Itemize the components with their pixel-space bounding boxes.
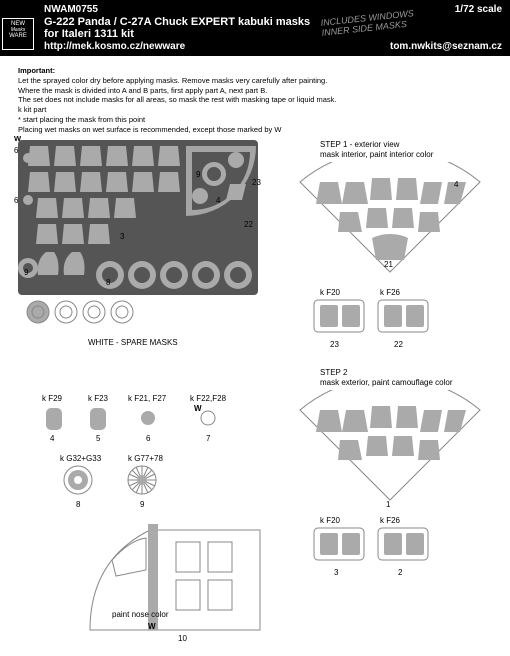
- num-5: 5: [96, 434, 100, 443]
- num-1: 1: [386, 500, 390, 509]
- num-4c: 4: [50, 434, 54, 443]
- paint-nose: paint nose color: [112, 610, 168, 619]
- imp-4: k kit part: [18, 105, 492, 115]
- w-nose: W: [148, 622, 156, 631]
- kf23: k F23: [88, 394, 108, 403]
- step2-sub: mask exterior, paint camouflage color: [320, 378, 453, 387]
- step2-boxes: [312, 526, 442, 568]
- mask-sheet: [18, 140, 258, 330]
- num-4b: 4: [454, 180, 458, 189]
- num-6c: 6: [146, 434, 150, 443]
- step1-boxes: [312, 298, 442, 340]
- num-2: 2: [398, 568, 402, 577]
- nose-view: [80, 520, 270, 640]
- important-title: Important:: [18, 66, 492, 76]
- num-9c: 9: [140, 500, 144, 509]
- num-22b: 22: [394, 340, 403, 349]
- subtitle: for Italeri 1311 kit: [44, 28, 504, 40]
- important-block: Important: Let the sprayed color dry bef…: [0, 56, 510, 148]
- scale: 1/72 scale: [455, 4, 502, 15]
- spare-label: WHITE - SPARE MASKS: [88, 338, 178, 347]
- step1-title: STEP 1 - exterior view: [320, 140, 399, 149]
- num-6b: 6: [14, 196, 18, 205]
- kf20-b: k F20: [320, 516, 340, 525]
- num-23b: 23: [330, 340, 339, 349]
- email: tom.nwkits@seznam.cz: [390, 41, 502, 52]
- kg77: k G77+78: [128, 454, 163, 463]
- num-3b: 3: [334, 568, 338, 577]
- num-8b: 8: [76, 500, 80, 509]
- num-3: 3: [120, 232, 124, 241]
- step1-sub: mask interior, paint interior color: [320, 150, 433, 159]
- imp-5: * start placing the mask from this point: [18, 115, 492, 125]
- kf20-a: k F20: [320, 288, 340, 297]
- num-23a: 23: [252, 178, 261, 187]
- sku: NWAM0755: [44, 4, 504, 15]
- num-22a: 22: [244, 220, 253, 229]
- kf22_28: k F22,F28: [190, 394, 226, 403]
- kf26-b: k F26: [380, 516, 400, 525]
- imp-6: Placing wet masks on wet surface is reco…: [18, 125, 492, 135]
- num-6a: 6: [14, 146, 18, 155]
- num-10: 10: [178, 634, 187, 643]
- w-7: W: [194, 404, 202, 413]
- num-7: 7: [206, 434, 210, 443]
- num-8a: 8: [106, 278, 110, 287]
- kg32: k G32+G33: [60, 454, 101, 463]
- logo-bot: WARE: [3, 33, 33, 39]
- imp-1: Let the sprayed color dry before applyin…: [18, 76, 492, 86]
- step1-fan: [290, 162, 490, 292]
- imp-3: The set does not include masks for all a…: [18, 95, 492, 105]
- step2-title: STEP 2: [320, 368, 347, 377]
- small-parts-2: [60, 464, 200, 504]
- num-21a: 21: [384, 260, 393, 269]
- num-4: 4: [216, 196, 220, 205]
- title: G-222 Panda / C-27A Chuck EXPERT kabuki …: [44, 16, 504, 28]
- num-9a: 9: [196, 170, 200, 179]
- imp-2: Where the mask is divided into A and B p…: [18, 86, 492, 96]
- kf26-a: k F26: [380, 288, 400, 297]
- num-9b: 9: [24, 268, 28, 277]
- logo: NEW Masks WARE: [2, 18, 34, 50]
- kf21_27: k F21, F27: [128, 394, 166, 403]
- header: NEW Masks WARE NWAM0755 G-222 Panda / C-…: [0, 0, 510, 56]
- kf29: k F29: [42, 394, 62, 403]
